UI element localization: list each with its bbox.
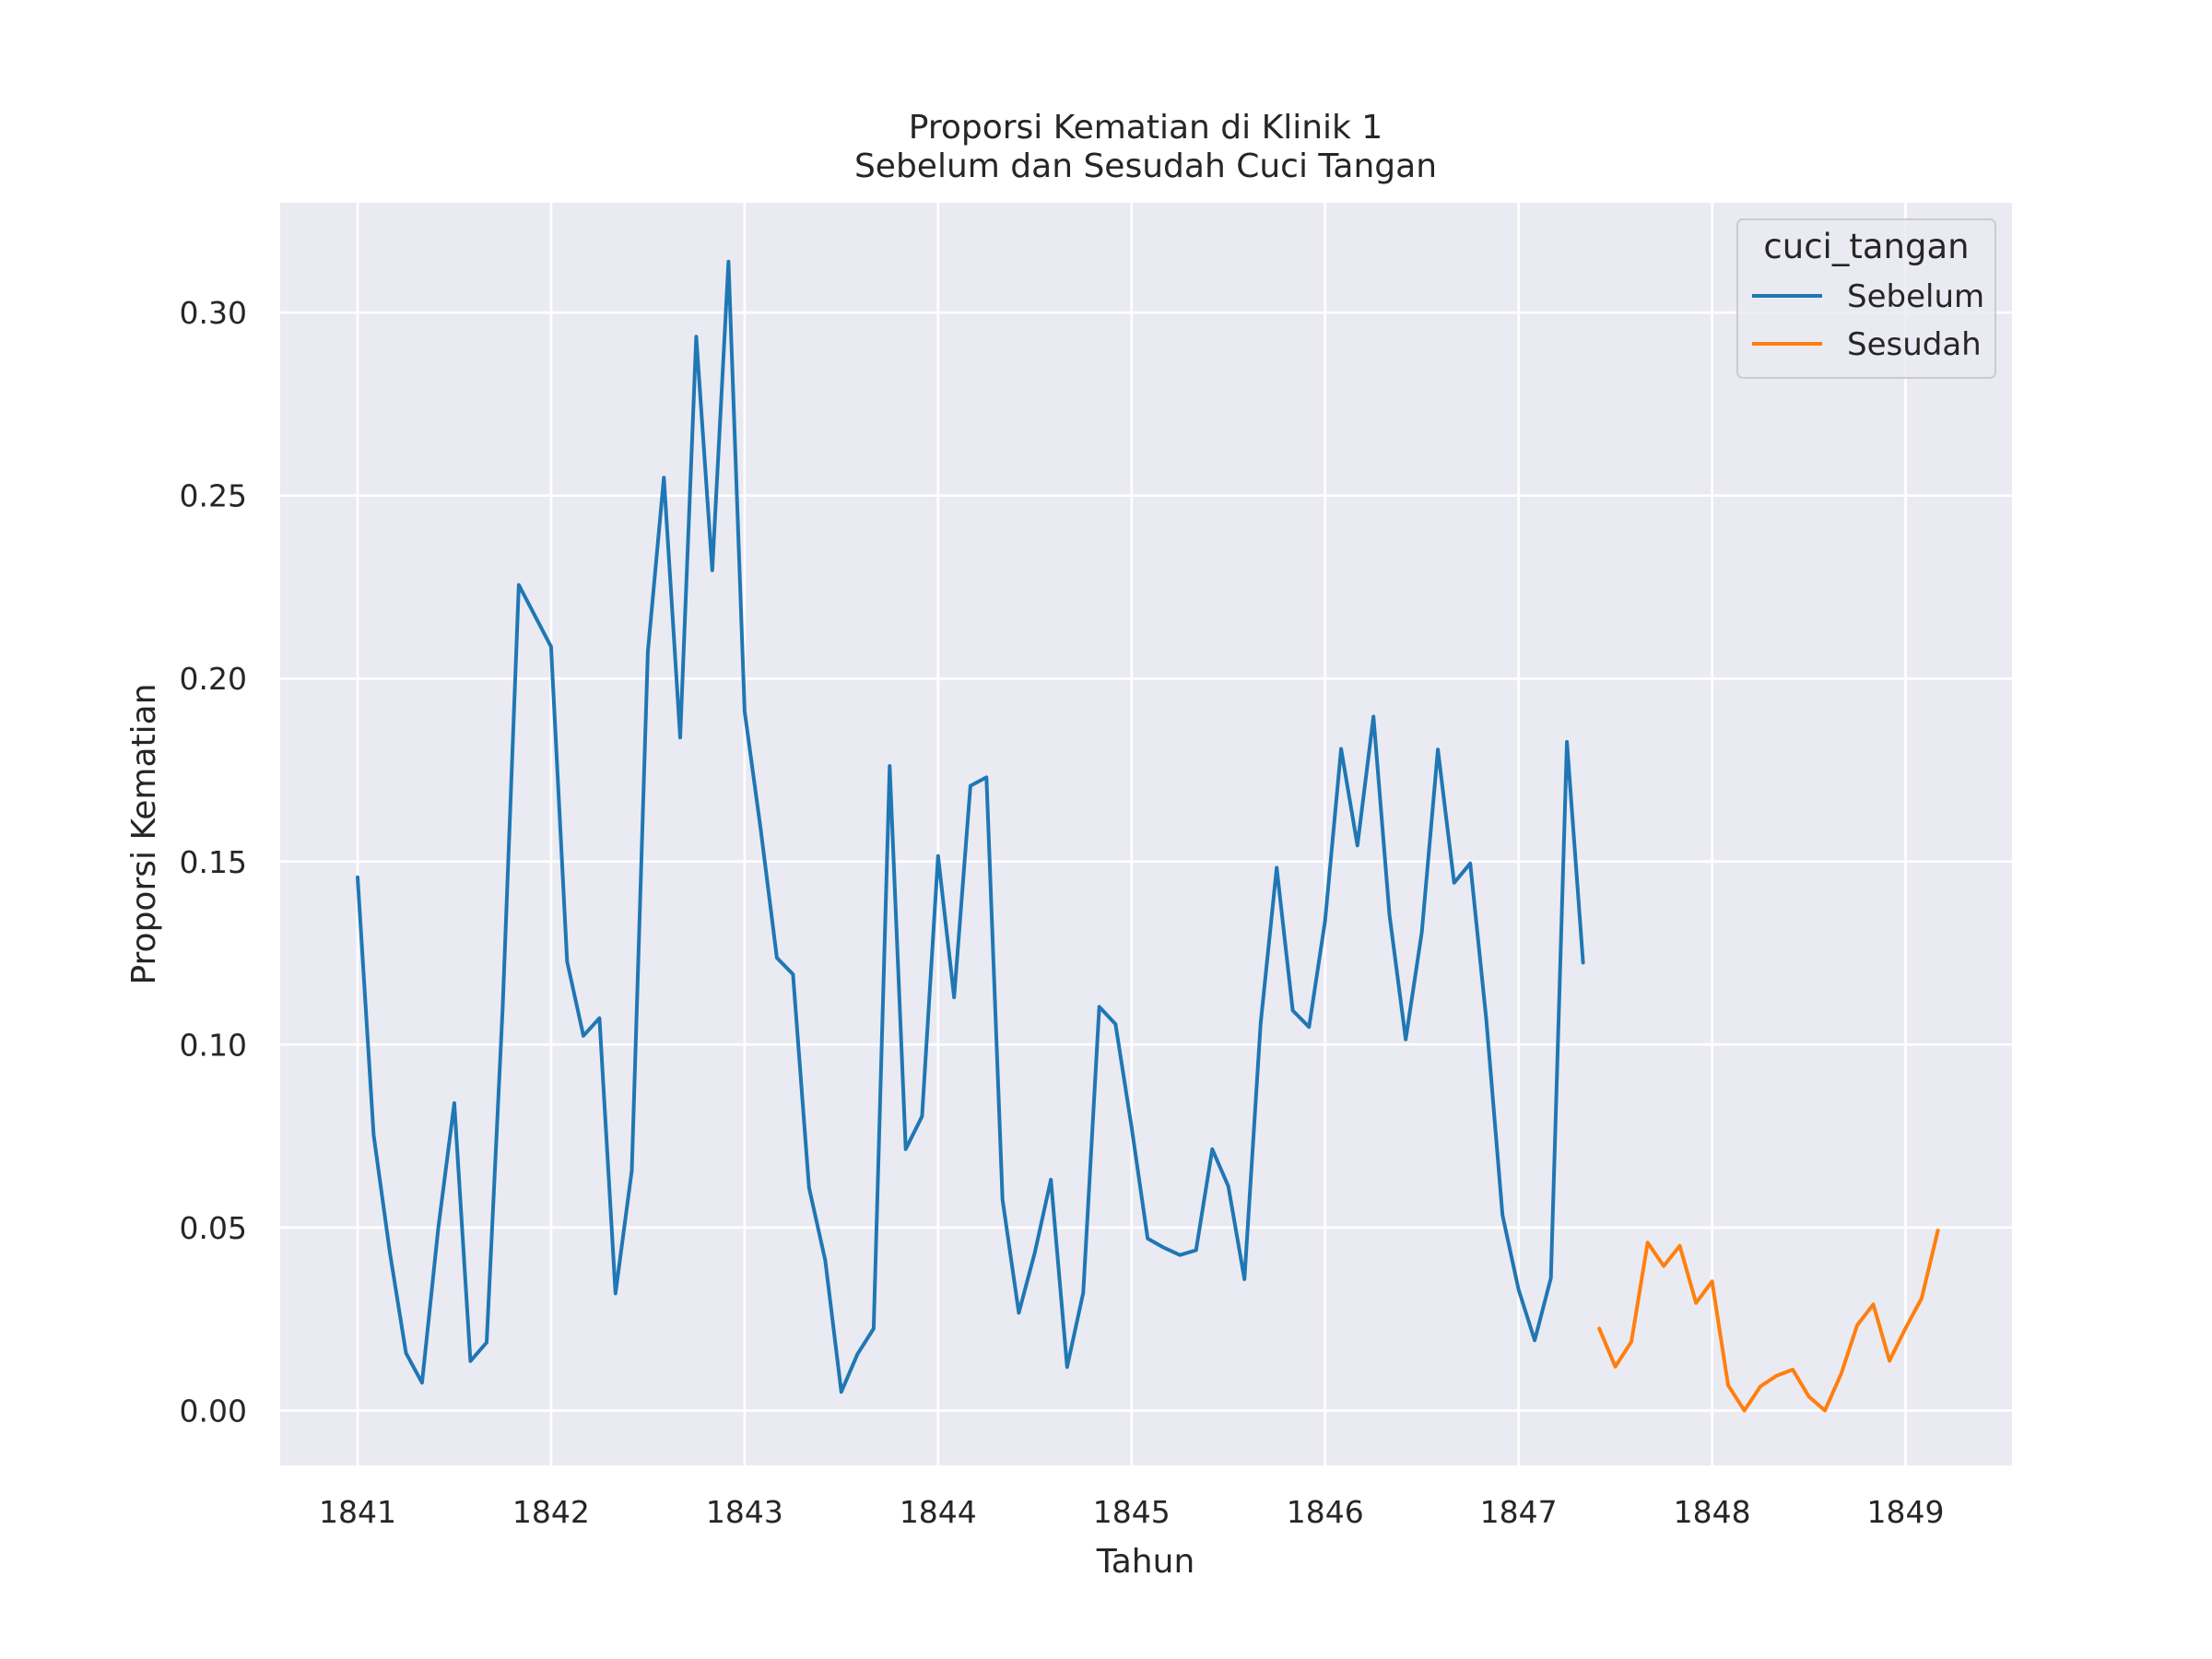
x-tick-label: 1844 bbox=[900, 1494, 977, 1530]
y-tick-label: 0.20 bbox=[180, 661, 247, 697]
legend-title: cuci_tangan bbox=[1763, 227, 1969, 266]
y-tick-label: 0.30 bbox=[180, 295, 247, 331]
x-tick-label: 1849 bbox=[1867, 1494, 1945, 1530]
y-tick-labels: 0.00 0.05 0.10 0.15 0.20 0.25 0.30 bbox=[180, 295, 247, 1429]
x-axis-label: Tahun bbox=[1096, 1543, 1195, 1581]
x-tick-label: 1846 bbox=[1287, 1494, 1364, 1530]
chart-title-line-2: Sebelum dan Sesudah Cuci Tangan bbox=[854, 147, 1437, 185]
x-gridlines bbox=[356, 203, 1907, 1465]
legend: cuci_tangan Sebelum Sesudah bbox=[1736, 218, 1996, 379]
series-lines bbox=[356, 259, 1940, 1413]
y-axis-label: Proporsi Kematian bbox=[125, 683, 163, 984]
legend-label-sesudah: Sesudah bbox=[1847, 326, 1982, 363]
x-tick-label: 1845 bbox=[1093, 1494, 1171, 1530]
plot-background bbox=[280, 203, 2012, 1465]
series-line-sesudah bbox=[1597, 1229, 1940, 1413]
y-tick-label: 0.25 bbox=[180, 478, 247, 514]
legend-box bbox=[1736, 218, 1996, 379]
chart-title-line-1: Proporsi Kematian di Klinik 1 bbox=[909, 109, 1382, 147]
x-tick-label: 1842 bbox=[512, 1494, 590, 1530]
y-tick-label: 0.15 bbox=[180, 844, 247, 880]
series-line-sebelum bbox=[356, 259, 1585, 1394]
x-tick-labels: 1841 1842 1843 1844 1845 1846 1847 1848 1849 bbox=[319, 1494, 1945, 1530]
y-tick-label: 0.00 bbox=[180, 1393, 247, 1429]
x-tick-label: 1848 bbox=[1674, 1494, 1751, 1530]
x-tick-label: 1847 bbox=[1480, 1494, 1558, 1530]
x-tick-label: 1843 bbox=[706, 1494, 783, 1530]
x-tick-label: 1841 bbox=[319, 1494, 396, 1530]
y-tick-label: 0.05 bbox=[180, 1210, 247, 1246]
y-gridlines bbox=[280, 311, 2012, 1412]
y-tick-label: 0.10 bbox=[180, 1027, 247, 1063]
legend-label-sebelum: Sebelum bbox=[1847, 278, 1984, 315]
